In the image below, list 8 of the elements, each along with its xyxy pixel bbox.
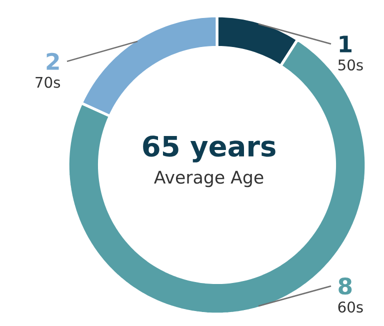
slice-label: 50s bbox=[338, 59, 363, 70]
data-label: 8 bbox=[338, 277, 352, 295]
slice-label: 60s bbox=[338, 302, 363, 313]
data-label: 1 bbox=[340, 36, 352, 52]
text: 65 years bbox=[143, 136, 276, 162]
slice-label: 70s bbox=[36, 76, 60, 88]
text: Average Age bbox=[154, 170, 264, 188]
data-label: 2 bbox=[46, 52, 59, 70]
